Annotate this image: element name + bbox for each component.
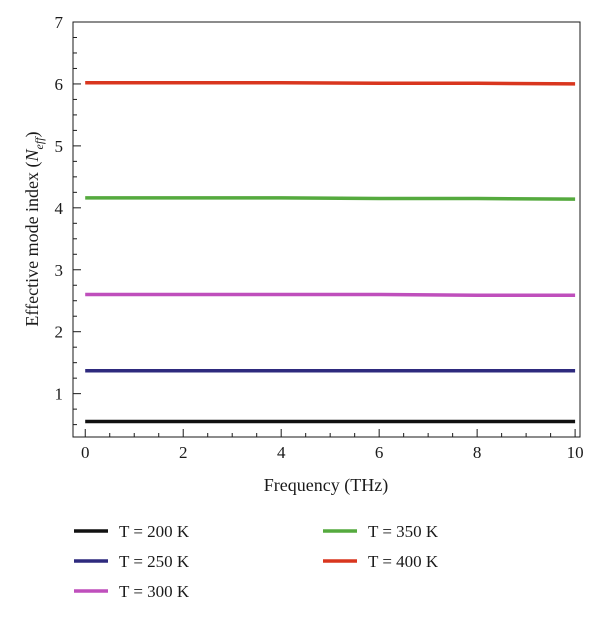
y-axis-title-subscript: eff xyxy=(32,136,46,150)
x-axis-title: Frequency (THz) xyxy=(264,475,388,496)
y-tick-label: 1 xyxy=(55,385,64,404)
legend-label-1: T = 200 K xyxy=(119,522,190,541)
legend: T = 200 K T = 250 K T = 300 K T = 350 K T = … xyxy=(74,522,439,601)
y-axis-title-close: ) xyxy=(22,131,43,137)
x-axis-ticks: 0 2 4 6 8 10 xyxy=(81,429,584,462)
plot-frame xyxy=(72,21,581,438)
x-tick-label: 2 xyxy=(179,443,188,462)
x-tick-label: 10 xyxy=(567,443,584,462)
y-axis-ticks: 1 2 3 4 5 6 7 xyxy=(55,13,81,426)
x-tick-label: 6 xyxy=(375,443,384,462)
legend-label-5: T = 400 K xyxy=(368,552,439,571)
y-axis-title-symbol: N xyxy=(22,148,42,162)
series-lines xyxy=(85,80,576,424)
y-axis-title-main: Effective mode index ( xyxy=(22,161,43,326)
series-line-3 xyxy=(85,292,576,297)
legend-label-2: T = 250 K xyxy=(119,552,190,571)
x-tick-label: 4 xyxy=(277,443,286,462)
y-tick-label: 2 xyxy=(55,323,64,342)
series-line-5 xyxy=(85,80,576,86)
x-tick-label: 0 xyxy=(81,443,90,462)
y-tick-label: 6 xyxy=(55,75,64,94)
y-axis-title: Effective mode index (Neff) xyxy=(22,131,46,326)
x-tick-label: 8 xyxy=(473,443,482,462)
y-tick-label: 4 xyxy=(55,199,64,218)
y-tick-label: 7 xyxy=(55,13,64,32)
legend-label-3: T = 300 K xyxy=(119,582,190,601)
y-tick-label: 3 xyxy=(55,261,64,280)
y-tick-label: 5 xyxy=(55,137,64,156)
legend-label-4: T = 350 K xyxy=(368,522,439,541)
series-line-4 xyxy=(85,196,576,201)
